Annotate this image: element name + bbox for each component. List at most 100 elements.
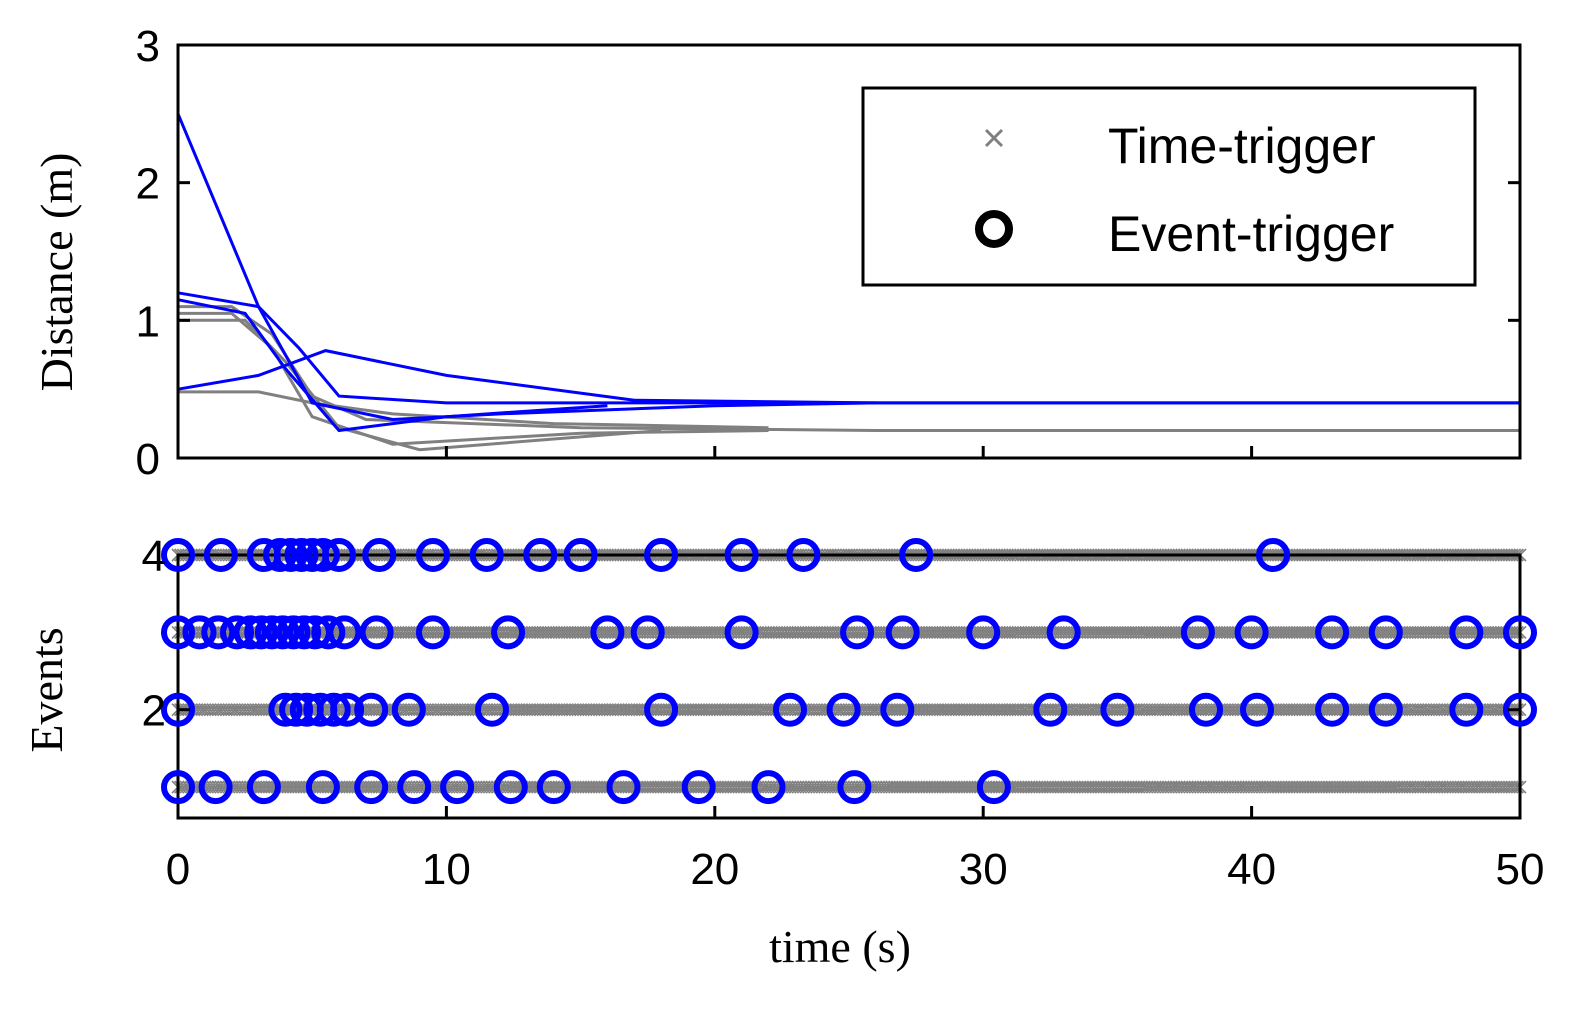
event-trigger-marker-level-3 (885, 615, 920, 650)
x-tick-label: 10 (422, 845, 471, 894)
event-trigger-marker-level-1 (606, 770, 641, 805)
event-trigger-marker-level-3 (276, 615, 311, 650)
distance-y-tick-label: 1 (136, 297, 160, 346)
event-trigger-marker-level-3 (287, 615, 322, 650)
event-trigger-marker-level-3 (220, 615, 254, 650)
event-trigger-marker-level-2 (391, 692, 426, 727)
event-trigger-marker-level-3 (590, 615, 625, 650)
events-y-tick-label: 2 (142, 687, 166, 736)
event-trigger-marker-level-2 (880, 692, 915, 727)
event-trigger-marker-level-2 (1033, 692, 1068, 727)
event-trigger-marker-level-1 (397, 770, 432, 805)
event-trigger-marker-level-2 (1240, 692, 1274, 727)
event-trigger-marker-level-3 (1503, 615, 1537, 650)
event-trigger-marker-level-2 (330, 692, 365, 727)
event-trigger-marker-level-1 (161, 770, 195, 805)
distance-series-line-2 (178, 311, 769, 446)
distance-y-tick-label: 0 (136, 435, 160, 484)
event-trigger-marker-level-3 (265, 615, 300, 650)
event-trigger-marker-level-2 (1503, 692, 1537, 727)
event-trigger-marker-level-4 (899, 538, 934, 572)
x-tick-label: 20 (690, 845, 739, 894)
event-trigger-marker-level-3 (1449, 615, 1484, 650)
event-trigger-marker-level-4 (284, 538, 319, 572)
event-trigger-marker-level-3 (311, 615, 346, 650)
event-trigger-marker-level-2 (1315, 692, 1350, 727)
time-trigger-legend-marker (984, 128, 1004, 148)
distance-series-line-4 (178, 390, 769, 430)
event-trigger-marker-level-4 (563, 538, 598, 572)
event-trigger-marker-level-3 (1180, 615, 1215, 650)
x-tick-label: 50 (1496, 845, 1545, 894)
event-trigger-marker-level-3 (840, 615, 875, 650)
event-trigger-marker-level-3 (244, 615, 279, 650)
distance-series-line-8 (177, 349, 876, 405)
event-trigger-marker-level-3 (1315, 615, 1350, 650)
event-trigger-marker-level-2 (1449, 692, 1484, 727)
event-trigger-marker-level-2 (354, 692, 389, 727)
event-trigger-marker-level-4 (786, 538, 821, 572)
distance-series-line-3 (178, 318, 662, 452)
events-y-axis-label: Events (21, 627, 72, 752)
event-trigger-marker-level-3 (1046, 615, 1081, 650)
event-trigger-marker-level-3 (233, 615, 268, 650)
event-trigger-marker-level-3 (327, 615, 362, 650)
legend-label-event-trigger: Event-trigger (1108, 206, 1394, 262)
event-trigger-marker-level-3 (1234, 615, 1269, 650)
event-trigger-marker-level-4 (263, 538, 297, 572)
event-trigger-marker-level-4 (1256, 538, 1291, 572)
event-trigger-marker-level-1 (493, 770, 528, 805)
legend-label-time-trigger: Time-trigger (1108, 118, 1376, 174)
event-trigger-marker-level-2 (644, 692, 679, 727)
event-trigger-marker-level-3 (161, 615, 195, 650)
event-trigger-marker-level-3 (724, 615, 759, 650)
event-trigger-marker-level-3 (254, 615, 289, 650)
x-axis-label: time (s) (769, 921, 911, 972)
event-trigger-marker-level-3 (1368, 615, 1403, 650)
events-plot-axes-frame (176, 553, 1522, 820)
x-tick-label: 40 (1227, 845, 1276, 894)
event-trigger-marker-level-3 (182, 615, 217, 650)
event-trigger-marker-level-4 (644, 538, 679, 572)
event-trigger-marker-level-1 (440, 770, 475, 805)
distance-y-tick-label: 3 (136, 22, 160, 71)
event-trigger-marker-level-3 (491, 615, 526, 650)
distance-plot-axes-frame (176, 43, 1522, 460)
legend-box (861, 86, 1477, 287)
event-trigger-marker-level-1 (681, 770, 716, 805)
distance-plot: 0 1 2 3 Distance (m) Time-trigger Event-tri… (31, 22, 1522, 484)
event-trigger-marker-level-1 (536, 770, 571, 805)
event-trigger-marker-level-3 (359, 615, 394, 650)
event-trigger-marker-level-4 (203, 538, 238, 572)
event-trigger-marker-level-4 (724, 538, 759, 572)
event-trigger-marker-level-2 (773, 692, 807, 727)
event-trigger-marker-level-1 (751, 770, 786, 805)
event-trigger-marker-level-4 (305, 538, 340, 572)
event-trigger-marker-level-4 (469, 538, 504, 572)
event-trigger-marker-level-3 (630, 615, 665, 650)
distance-y-tick-label: 2 (136, 160, 160, 209)
events-y-tick-label: 4 (142, 532, 166, 581)
event-trigger-legend-marker (975, 210, 1013, 248)
event-trigger-marker-level-4 (416, 538, 450, 572)
event-trigger-marker-level-3 (416, 615, 450, 650)
event-trigger-marker-level-3 (201, 615, 236, 650)
event-trigger-marker-level-1 (837, 770, 872, 805)
event-trigger-marker-level-4 (523, 538, 558, 572)
distance-y-axis-label: Distance (m) (31, 153, 82, 392)
event-trigger-marker-level-1 (354, 770, 389, 805)
event-trigger-marker-level-1 (976, 770, 1011, 805)
event-trigger-marker-level-2 (1189, 692, 1223, 727)
event-trigger-marker-level-2 (316, 692, 351, 727)
event-trigger-marker-level-2 (1368, 692, 1403, 727)
event-trigger-marker-level-4 (362, 538, 397, 572)
legend: Time-trigger Event-trigger (861, 86, 1477, 287)
distance-series-line-6 (177, 291, 1520, 405)
event-trigger-marker-level-4 (322, 538, 356, 572)
distance-series-line-7 (177, 298, 608, 433)
event-trigger-marker-level-2 (826, 692, 861, 727)
event-trigger-marker-level-4 (273, 538, 308, 572)
event-trigger-marker-level-2 (279, 692, 314, 727)
event-trigger-marker-level-4 (161, 538, 195, 572)
